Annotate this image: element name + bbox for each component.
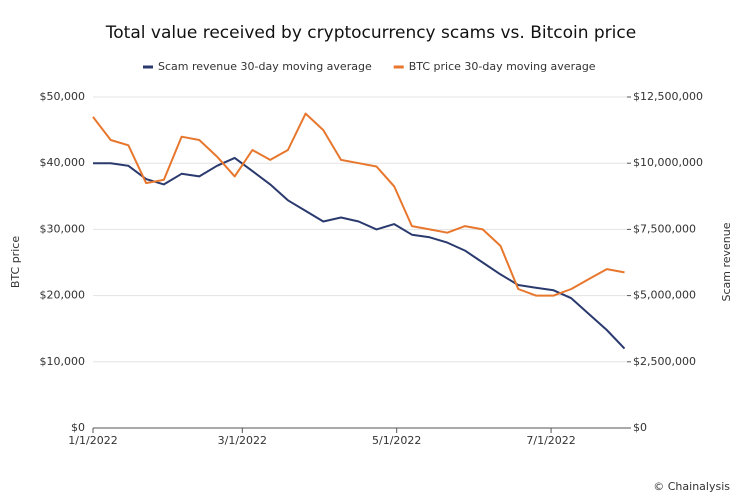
source: © Chainalysis [653, 480, 730, 493]
series-line [93, 156, 626, 350]
y2-tick-label: $2,500,000 [633, 355, 696, 368]
x-tick-label: 5/1/2022 [372, 434, 421, 447]
y-axis-label: BTC price [9, 236, 22, 288]
y2-tick-label: $12,500,000 [633, 90, 703, 103]
y2-tick-label: $7,500,000 [633, 222, 696, 235]
y2-tick-label: $0 [633, 421, 647, 434]
y-tick-label: $20,000 [40, 289, 86, 302]
legend-label: BTC price 30-day moving average [409, 60, 596, 73]
x-tick-label: 3/1/2022 [218, 434, 267, 447]
legend-label: Scam revenue 30-day moving average [158, 60, 372, 73]
y-tick-label: $50,000 [40, 90, 86, 103]
x-tick-label: 7/1/2022 [526, 434, 575, 447]
x-tick-label: 1/1/2022 [68, 434, 117, 447]
y2-tick-label: $10,000,000 [633, 156, 703, 169]
y-tick-label: $0 [71, 421, 85, 434]
y-tick-label: $40,000 [40, 156, 86, 169]
series-line [92, 112, 625, 297]
y2-tick-label: $5,000,000 [633, 289, 696, 302]
y2-axis-label: Scam revenue [720, 222, 733, 301]
y-tick-label: $10,000 [40, 355, 86, 368]
chart-title: Total value received by cryptocurrency s… [105, 23, 636, 43]
y-tick-label: $30,000 [40, 222, 86, 235]
